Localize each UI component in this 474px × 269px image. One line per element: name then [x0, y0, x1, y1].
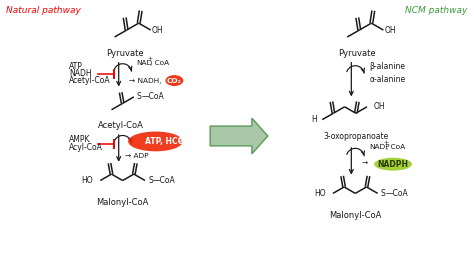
Text: 3: 3 — [177, 135, 182, 144]
Text: +: + — [147, 56, 152, 61]
Text: OH: OH — [152, 26, 164, 35]
Text: S: S — [148, 176, 153, 185]
Text: Malonyl-CoA: Malonyl-CoA — [97, 198, 149, 207]
Polygon shape — [210, 118, 268, 154]
Text: OH: OH — [384, 26, 396, 35]
Text: —CoA: —CoA — [142, 92, 164, 101]
Text: NADP: NADP — [369, 144, 390, 150]
Text: ⁻: ⁻ — [182, 134, 184, 139]
Text: , CoA: , CoA — [386, 144, 405, 150]
Ellipse shape — [374, 158, 412, 171]
Text: NCM pathway: NCM pathway — [405, 6, 468, 15]
Text: H: H — [311, 115, 317, 124]
Text: Acyl-CoA: Acyl-CoA — [69, 143, 103, 152]
Text: —CoA: —CoA — [153, 176, 176, 185]
Text: → NADH,: → NADH, — [128, 77, 161, 84]
Text: +: + — [383, 140, 389, 145]
Text: Pyruvate: Pyruvate — [338, 49, 376, 58]
Text: ATP: ATP — [69, 62, 83, 71]
Text: β-alanine: β-alanine — [369, 62, 405, 71]
Text: AMPK: AMPK — [69, 135, 91, 144]
Text: NAD: NAD — [137, 60, 153, 66]
Text: Natural pathway: Natural pathway — [6, 6, 81, 15]
Text: Acetyl-CoA: Acetyl-CoA — [98, 121, 144, 130]
Text: NADH: NADH — [69, 69, 91, 78]
Ellipse shape — [165, 75, 183, 86]
Text: HO: HO — [82, 176, 93, 185]
Text: CO₂: CO₂ — [167, 77, 182, 84]
Text: HO: HO — [314, 189, 326, 198]
Text: S: S — [381, 189, 385, 198]
Text: S: S — [137, 92, 142, 101]
Text: NADPH: NADPH — [378, 160, 409, 169]
Text: —CoA: —CoA — [386, 189, 409, 198]
Text: → ADP: → ADP — [125, 153, 148, 159]
Text: 3-oxopropanoate: 3-oxopropanoate — [324, 132, 389, 141]
Text: Malonyl-CoA: Malonyl-CoA — [329, 211, 382, 220]
Text: OH: OH — [374, 102, 385, 111]
Text: α-alanine: α-alanine — [369, 75, 405, 84]
Text: ATP, HCO: ATP, HCO — [145, 137, 183, 146]
Text: →: → — [361, 161, 367, 167]
Text: Pyruvate: Pyruvate — [106, 49, 144, 58]
Text: Acetyl-CoA: Acetyl-CoA — [69, 76, 110, 85]
Ellipse shape — [128, 132, 183, 151]
Text: , CoA: , CoA — [149, 60, 169, 66]
